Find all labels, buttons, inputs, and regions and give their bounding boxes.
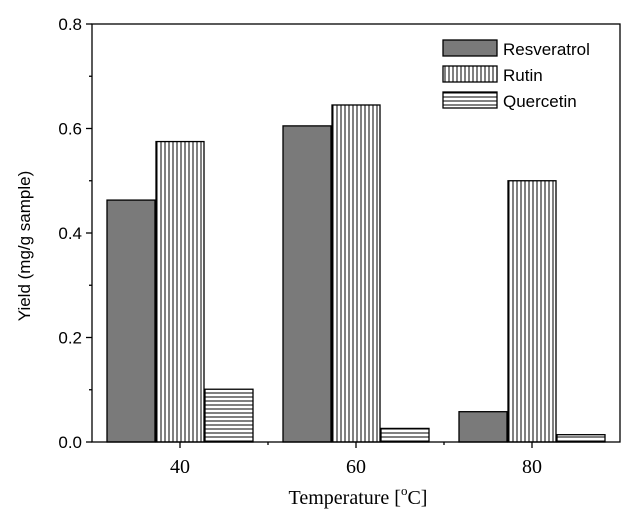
legend-swatch-quercetin <box>442 91 498 109</box>
axes-group: 0.0 0.2 0.4 0.6 0.8 40 60 80 <box>58 15 621 478</box>
bar-resveratrol-60 <box>282 125 332 443</box>
bar-resveratrol-80 <box>458 411 508 443</box>
legend-label-quercetin: Quercetin <box>503 92 577 111</box>
y-tick-label: 0.8 <box>58 15 82 34</box>
y-tick-label: 0.0 <box>58 433 82 452</box>
x-axis-label: Temperature [oC] <box>289 483 428 509</box>
bar-rutin-80 <box>507 180 557 443</box>
bar-rutin-60 <box>331 104 381 443</box>
legend-label-rutin: Rutin <box>503 66 543 85</box>
legend: Resveratrol Rutin Quercetin <box>442 39 590 111</box>
y-tick-label: 0.4 <box>58 224 82 243</box>
y-axis-label: Yield (mg/g sample) <box>15 171 34 322</box>
bar-quercetin-60 <box>380 427 430 443</box>
bar-quercetin-40 <box>204 388 254 443</box>
legend-swatch-resveratrol <box>442 39 498 57</box>
y-tick-label: 0.2 <box>58 329 82 348</box>
bar-resveratrol-40 <box>106 199 156 443</box>
x-tick-label: 60 <box>346 456 366 478</box>
legend-swatch-rutin <box>442 65 498 83</box>
bar-quercetin-80 <box>556 434 606 443</box>
bar-rutin-40 <box>155 140 205 443</box>
x-tick-label: 40 <box>170 456 190 478</box>
x-tick-label: 80 <box>522 456 542 478</box>
legend-label-resveratrol: Resveratrol <box>503 40 590 59</box>
y-tick-label: 0.6 <box>58 120 82 139</box>
bars-group <box>106 104 606 443</box>
